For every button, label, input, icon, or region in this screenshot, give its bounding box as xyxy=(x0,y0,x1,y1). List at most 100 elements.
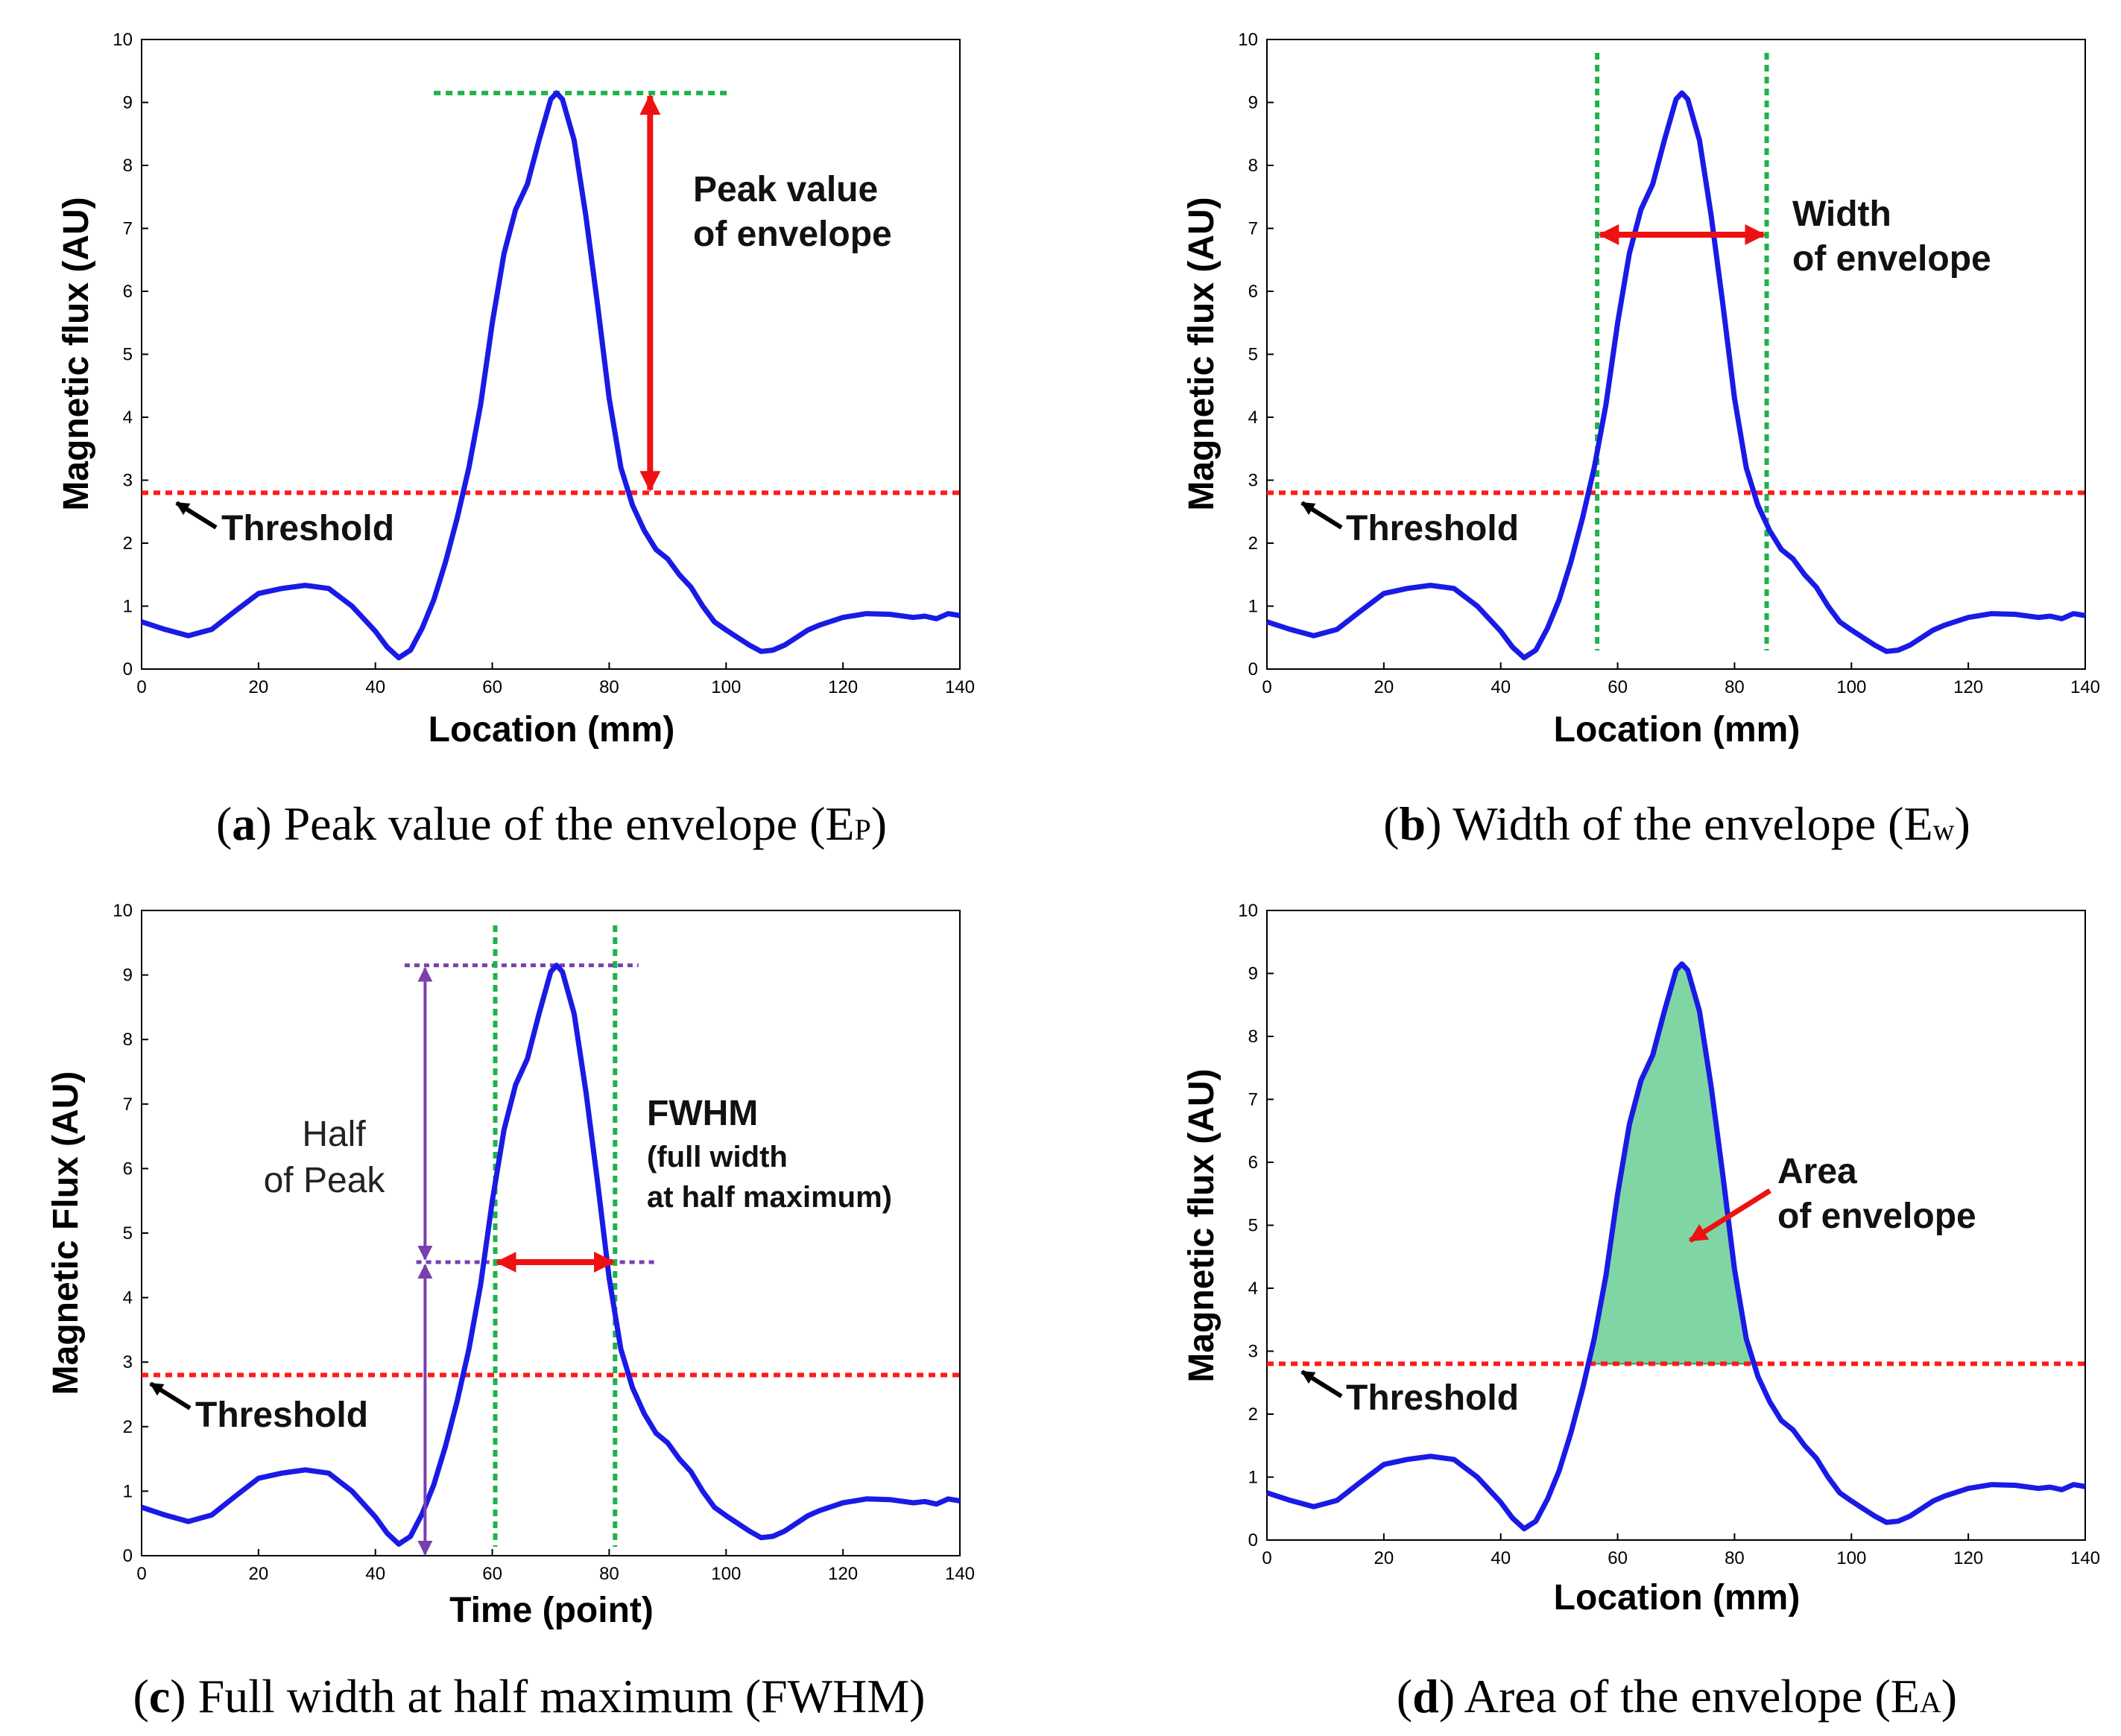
y-tick-label: 9 xyxy=(123,966,133,986)
annotation-line-1: Peak value xyxy=(693,170,878,209)
y-tick-label: 0 xyxy=(123,659,133,679)
x-tick-label: 120 xyxy=(828,1564,858,1584)
x-tick-label: 40 xyxy=(1491,1548,1511,1568)
annotation-line-2: of envelope xyxy=(1777,1197,1976,1236)
y-tick-label: 5 xyxy=(123,1223,133,1244)
y-tick-label: 9 xyxy=(123,93,133,113)
x-axis-label: Location (mm) xyxy=(1554,710,1801,750)
x-axis-label: Time (point) xyxy=(449,1591,654,1630)
y-tick-label: 7 xyxy=(123,219,133,239)
x-tick-label: 60 xyxy=(1608,1548,1628,1568)
y-tick-label: 6 xyxy=(123,282,133,302)
x-axis-ticks: 0 20 40 60 80 100 120 140 xyxy=(1262,662,2100,697)
x-tick-label: 80 xyxy=(1725,677,1745,697)
y-tick-label: 1 xyxy=(123,1481,133,1501)
x-tick-label: 100 xyxy=(1836,1548,1866,1568)
y-tick-label: 3 xyxy=(123,471,133,491)
x-axis-label: Location (mm) xyxy=(1554,1578,1801,1618)
x-tick-label: 80 xyxy=(1725,1548,1745,1568)
x-tick-label: 120 xyxy=(828,677,858,697)
y-axis-label: Magnetic flux (AU) xyxy=(1182,1068,1221,1382)
x-tick-label: 100 xyxy=(1836,677,1866,697)
plot-frame xyxy=(1266,39,2086,670)
y-tick-label: 5 xyxy=(123,345,133,365)
area-pointer-arrow xyxy=(1688,1188,1771,1243)
y-tick-label: 2 xyxy=(1248,533,1258,554)
y-axis-ticks: 0 1 2 3 4 5 6 7 8 9 10 xyxy=(113,30,148,679)
y-tick-label: 10 xyxy=(113,901,133,921)
y-axis-label: Magnetic Flux (AU) xyxy=(46,1071,86,1396)
x-tick-label: 100 xyxy=(711,677,741,697)
y-tick-label: 8 xyxy=(123,156,133,176)
x-tick-label: 100 xyxy=(711,1564,741,1584)
threshold-pointer-arrow xyxy=(175,501,218,530)
x-tick-label: 0 xyxy=(1262,677,1271,697)
y-tick-label: 9 xyxy=(1248,93,1258,113)
y-tick-label: 6 xyxy=(123,1159,133,1179)
annotation-line-2: of envelope xyxy=(1792,239,1991,279)
threshold-label: Threshold xyxy=(1346,1378,1519,1418)
x-tick-label: 0 xyxy=(136,1564,146,1584)
y-tick-label: 1 xyxy=(123,597,133,617)
x-tick-label: 40 xyxy=(365,1564,385,1584)
y-tick-label: 3 xyxy=(123,1352,133,1372)
y-tick-label: 2 xyxy=(123,1417,133,1437)
y-axis-label: Magnetic flux (AU) xyxy=(1182,197,1221,510)
threshold-label: Threshold xyxy=(1346,509,1519,548)
panel-c-fwhm: 0 1 2 3 4 5 6 7 8 9 10 0 20 40 60 80 100 120 140 Threshol… xyxy=(46,901,975,1723)
y-tick-label: 4 xyxy=(1248,1279,1258,1299)
y-tick-label: 0 xyxy=(1248,659,1258,679)
y-tick-label: 0 xyxy=(123,1546,133,1566)
threshold-pointer-arrow xyxy=(1300,501,1343,530)
y-tick-label: 4 xyxy=(123,1288,133,1308)
y-tick-label: 8 xyxy=(1248,1027,1258,1047)
half-of-peak-line-1: Half xyxy=(302,1115,366,1154)
annotation-line-2: of envelope xyxy=(693,215,892,254)
y-tick-label: 2 xyxy=(123,533,133,554)
signal-curve xyxy=(1265,961,2086,1532)
x-tick-label: 40 xyxy=(365,677,385,697)
y-tick-label: 7 xyxy=(123,1094,133,1115)
panel-b-width: 0 1 2 3 4 5 6 7 8 9 10 0 20 40 60 80 100 120 140 Threshol… xyxy=(1182,30,2100,850)
x-tick-label: 60 xyxy=(482,1564,502,1584)
panel-a-peak-value: 0 1 2 3 4 5 6 7 8 9 10 0 20 40 60 80 100 120 140 Threshol… xyxy=(57,30,975,850)
y-axis-ticks: 0 1 2 3 4 5 6 7 8 9 10 xyxy=(1238,901,1274,1550)
y-tick-label: 0 xyxy=(1248,1530,1258,1550)
annotation-line-1: Width xyxy=(1792,194,1891,234)
y-tick-label: 6 xyxy=(1248,282,1258,302)
y-tick-label: 3 xyxy=(1248,1342,1258,1362)
y-tick-label: 10 xyxy=(113,30,133,50)
threshold-label: Threshold xyxy=(221,509,394,548)
x-axis-ticks: 0 20 40 60 80 100 120 140 xyxy=(136,662,975,697)
x-tick-label: 20 xyxy=(249,677,269,697)
y-tick-label: 6 xyxy=(1248,1153,1258,1173)
y-tick-label: 8 xyxy=(123,1030,133,1050)
fwhm-sub-line-1: (full width xyxy=(647,1141,788,1173)
threshold-label: Threshold xyxy=(195,1396,368,1435)
threshold-pointer-arrow xyxy=(149,1381,192,1410)
caption: (d) Area of the envelope (EA) xyxy=(1397,1670,1957,1723)
y-axis-ticks: 0 1 2 3 4 5 6 7 8 9 10 xyxy=(113,901,148,1566)
caption: (a) Peak value of the envelope (EP) xyxy=(216,797,887,850)
y-tick-label: 4 xyxy=(123,408,133,428)
y-axis-label: Magnetic flux (AU) xyxy=(57,197,96,510)
x-axis-ticks: 0 20 40 60 80 100 120 140 xyxy=(136,1549,975,1584)
y-tick-label: 1 xyxy=(1248,597,1258,617)
x-tick-label: 20 xyxy=(1374,1548,1394,1568)
x-tick-label: 140 xyxy=(2070,677,2100,697)
signal-curve xyxy=(1265,90,2086,661)
y-tick-label: 9 xyxy=(1248,964,1258,984)
caption: (c) Full width at half maximum (FWHM) xyxy=(133,1670,926,1723)
y-tick-label: 7 xyxy=(1248,219,1258,239)
x-tick-label: 60 xyxy=(482,677,502,697)
y-tick-label: 10 xyxy=(1238,901,1258,921)
fwhm-sub-line-2: at half maximum) xyxy=(647,1181,892,1214)
x-tick-label: 80 xyxy=(599,677,619,697)
y-tick-label: 5 xyxy=(1248,345,1258,365)
x-tick-label: 140 xyxy=(945,677,975,697)
x-axis-label: Location (mm) xyxy=(429,710,675,750)
x-tick-label: 80 xyxy=(599,1564,619,1584)
caption: (b) Width of the envelope (Ew) xyxy=(1383,797,1970,850)
half-of-peak-line-2: of Peak xyxy=(264,1161,386,1200)
y-tick-label: 10 xyxy=(1238,30,1258,50)
